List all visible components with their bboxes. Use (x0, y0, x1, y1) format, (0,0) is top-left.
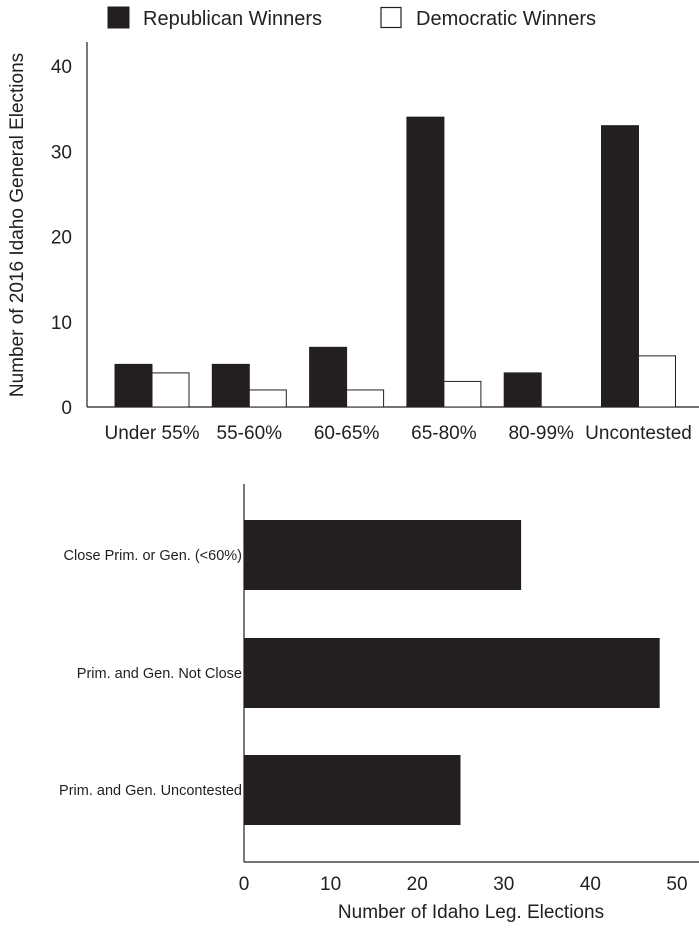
top-x-ticks: Under 55% 55-60% 60-65% 65-80% 80-99% Unconte… (104, 423, 691, 444)
bar-republican-1 (211, 363, 250, 408)
top-y-tick-label: 40 (51, 57, 72, 78)
bar-category-1 (244, 638, 660, 708)
bottom-x-tick-label: 40 (580, 874, 601, 895)
legend: Republican Winners Democratic Winners (107, 6, 596, 30)
bar-democratic-1 (248, 389, 287, 408)
bar-republican-3 (406, 116, 445, 408)
bottom-bars (244, 520, 660, 825)
legend-label-democratic: Democratic Winners (416, 8, 596, 30)
top-y-tick-label: 30 (51, 142, 72, 163)
bottom-x-tick-label: 0 (239, 874, 250, 895)
bar-republican-2 (309, 346, 348, 408)
bottom-x-tick-label: 50 (666, 874, 687, 895)
top-x-tick-label: 55-60% (217, 423, 283, 444)
bar-democratic-5 (638, 355, 676, 408)
bottom-category-label: Prim. and Gen. Not Close (77, 666, 242, 682)
top-y-ticks: 0 10 20 30 40 (51, 57, 72, 419)
bar-category-0 (244, 520, 522, 590)
top-x-tick-label: Uncontested (585, 423, 692, 444)
legend-swatch-democratic (380, 6, 402, 29)
legend-label-republican: Republican Winners (143, 8, 322, 30)
bottom-x-ticks: 0 10 20 30 40 50 (239, 874, 688, 895)
bar-democratic-3 (443, 380, 482, 408)
top-y-tick-label: 0 (61, 398, 72, 419)
legend-swatch-republican (107, 6, 130, 29)
bottom-x-tick-label: 10 (320, 874, 341, 895)
top-x-tick-label: 60-65% (314, 423, 380, 444)
top-x-tick-label: 80-99% (508, 423, 574, 444)
bottom-category-label: Close Prim. or Gen. (<60%) (64, 548, 243, 564)
bottom-category-labels: Close Prim. or Gen. (<60%) Prim. and Gen.… (59, 548, 242, 799)
top-bars (114, 116, 676, 408)
top-y-tick-label: 10 (51, 313, 72, 334)
top-x-tick-label: 65-80% (411, 423, 477, 444)
bar-republican-4 (503, 372, 542, 408)
bar-democratic-0 (151, 372, 190, 408)
bottom-x-axis-label: Number of Idaho Leg. Elections (338, 902, 604, 923)
bar-democratic-2 (346, 389, 385, 408)
top-x-tick-label: Under 55% (104, 423, 199, 444)
bottom-x-tick-label: 30 (493, 874, 514, 895)
bottom-category-label: Prim. and Gen. Uncontested (59, 783, 242, 799)
bar-category-2 (244, 755, 461, 825)
bar-republican-0 (114, 363, 153, 408)
bottom-x-tick-label: 20 (407, 874, 428, 895)
bar-republican-5 (601, 125, 639, 408)
top-y-axis-label: Number of 2016 Idaho General Elections (7, 53, 28, 397)
top-y-tick-label: 20 (51, 228, 72, 249)
